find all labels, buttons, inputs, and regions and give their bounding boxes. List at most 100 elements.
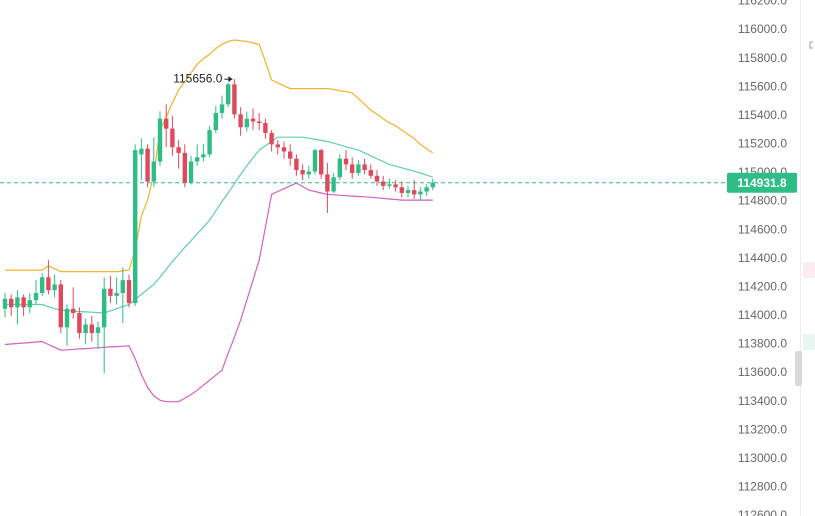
current-price-box <box>727 172 797 193</box>
candle-body <box>9 298 14 308</box>
y-tick-label: 116000.0 <box>738 22 787 36</box>
candle-body <box>368 170 373 176</box>
candle-body <box>319 150 324 175</box>
candle-body <box>71 308 76 314</box>
side-strip <box>803 262 815 278</box>
candle-body <box>250 118 256 122</box>
candle-body <box>232 84 237 115</box>
candle-body <box>325 174 330 192</box>
candle-body <box>64 308 70 328</box>
candle-body <box>170 128 175 148</box>
candle-body <box>133 150 138 304</box>
candle-body <box>399 187 404 193</box>
candle-body <box>356 164 361 173</box>
candle-body <box>412 190 417 195</box>
candle-body <box>374 175 380 182</box>
candle-body <box>77 313 82 334</box>
candle-body <box>219 104 225 113</box>
y-tick-label: 115800.0 <box>738 51 787 65</box>
candle-body <box>244 118 249 128</box>
candle-body <box>387 184 392 186</box>
y-tick-label: 114000.0 <box>738 308 787 322</box>
candle-body <box>269 132 274 145</box>
y-tick-label: 114200.0 <box>738 279 787 293</box>
candle-body <box>40 277 45 294</box>
y-tick-label: 115400.0 <box>738 108 787 122</box>
candle-body <box>424 187 429 192</box>
candle-body <box>108 288 113 296</box>
high-marker-label: 115656.0 <box>173 71 222 85</box>
candle-body <box>207 130 212 155</box>
candle-body <box>52 284 57 291</box>
candle-body <box>89 324 94 334</box>
icon[interactable] <box>809 41 813 49</box>
candle-body <box>114 293 119 296</box>
band-line <box>4 182 433 403</box>
candle-body <box>83 324 88 334</box>
y-tick-label: 113000.0 <box>738 451 787 465</box>
y-tick-label: 112600.0 <box>738 508 787 516</box>
candle-body <box>95 327 101 334</box>
y-tick-label: 114600.0 <box>738 222 787 236</box>
candle-body <box>312 150 318 172</box>
candle-body <box>102 288 107 328</box>
band-line <box>5 136 433 314</box>
candle-body <box>257 121 262 123</box>
y-tick-label: 112800.0 <box>738 480 787 494</box>
candle-body <box>275 144 280 148</box>
candle-body <box>46 277 51 291</box>
candle-body <box>343 158 349 165</box>
candle-body <box>362 164 367 171</box>
candle-body <box>151 161 156 182</box>
candle-body <box>27 300 32 308</box>
candle-body <box>139 148 144 155</box>
scrollbar[interactable] <box>795 351 802 386</box>
candle-body <box>126 280 132 304</box>
candle-body <box>405 190 411 193</box>
candle-body <box>195 157 200 162</box>
candle-body <box>393 184 398 188</box>
side-strip <box>803 334 815 350</box>
candle-body <box>300 170 305 175</box>
candle-body <box>213 112 218 131</box>
candle-body <box>201 154 206 158</box>
candle-body <box>418 191 423 195</box>
candle-body <box>176 147 181 153</box>
y-tick-label: 116200.0 <box>738 0 787 8</box>
candle-body <box>281 147 287 152</box>
candle-body <box>188 161 194 183</box>
candle-body <box>33 293 39 301</box>
candle-body <box>430 182 435 188</box>
candle-body <box>21 297 26 308</box>
candle-body <box>337 158 342 178</box>
candle-body <box>288 151 293 159</box>
candle-body <box>120 280 125 294</box>
candle-body <box>226 84 231 105</box>
y-tick-label: 113200.0 <box>738 422 787 436</box>
y-tick-label: 113800.0 <box>738 337 787 351</box>
y-tick-label: 115600.0 <box>738 79 787 93</box>
y-tick-label: 115200.0 <box>738 137 787 151</box>
candle-body <box>2 298 8 309</box>
current-price-label: 114931.8 <box>737 176 787 190</box>
candle-body <box>294 158 299 171</box>
candle-body <box>182 152 187 183</box>
high-marker-arrowhead <box>228 76 233 83</box>
candle-body <box>145 148 150 182</box>
candle-body <box>58 284 63 328</box>
candle-body <box>381 181 386 186</box>
y-tick-label: 113600.0 <box>738 365 787 379</box>
y-tick-label: 113400.0 <box>738 394 787 408</box>
y-tick-label: 114800.0 <box>738 194 787 208</box>
candle-body <box>157 118 163 162</box>
y-tick-label: 114400.0 <box>738 251 787 265</box>
candle-body <box>238 114 243 128</box>
candle-body <box>15 297 20 308</box>
candle-body <box>306 171 311 175</box>
candle-body <box>331 177 336 192</box>
candle-body <box>350 164 355 173</box>
candle-body <box>164 118 169 129</box>
band-line <box>5 39 434 273</box>
